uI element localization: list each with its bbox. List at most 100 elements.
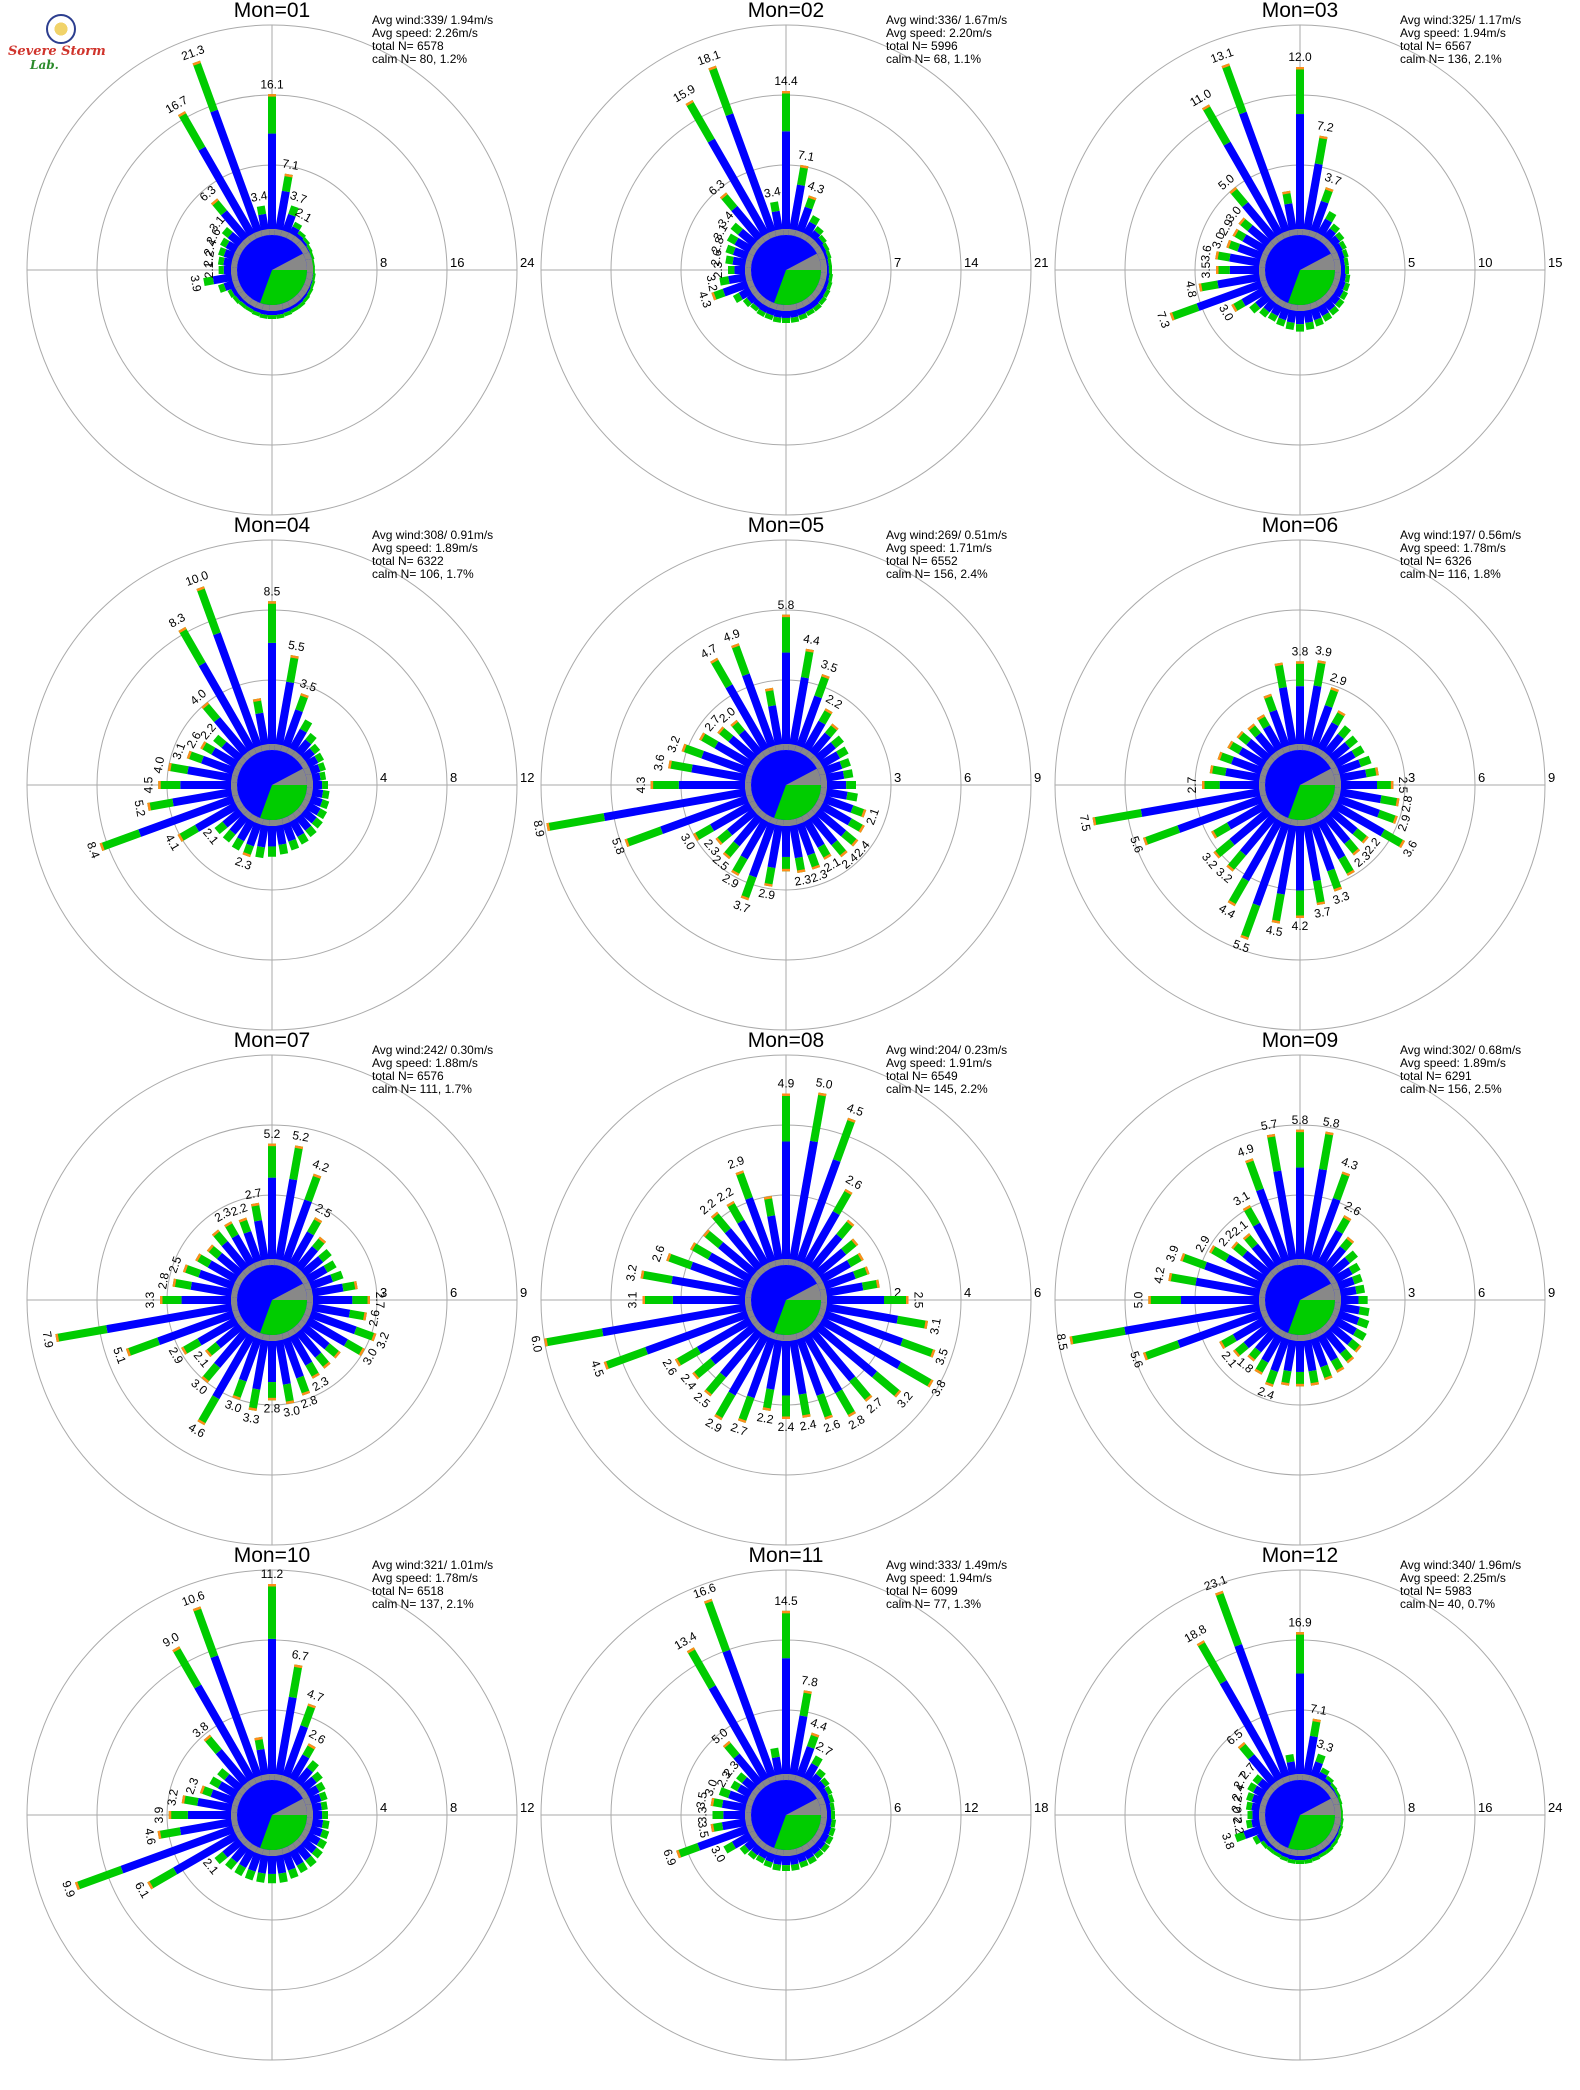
bar-segment-low-speed (243, 1231, 264, 1269)
wind-bar (1302, 818, 1326, 906)
wind-bar (810, 804, 859, 847)
wind-bar (674, 1314, 758, 1367)
bar-segment-low-speed (300, 1314, 348, 1347)
bar-segment-low-speed (1195, 1277, 1267, 1298)
bar-segment-low-speed (788, 818, 803, 859)
bar-segment-high-speed (1296, 1129, 1304, 1133)
bar-segment-mid-speed (1358, 1306, 1370, 1317)
wind-bar (1302, 1848, 1313, 1864)
wind-bar (762, 1333, 784, 1411)
bar-segment-mid-speed (1334, 1832, 1342, 1842)
wind-bar (725, 244, 755, 262)
bar-value-label: 14.5 (774, 1594, 798, 1608)
bar-segment-mid-speed (1330, 1782, 1338, 1791)
bar-segment-low-speed (1225, 1254, 1272, 1286)
bar-segment-high-speed (1316, 901, 1326, 906)
bar-segment-mid-speed (219, 237, 230, 248)
bar-segment-low-speed (723, 1811, 751, 1819)
bar-segment-calm (230, 272, 239, 282)
ring-tick-label: 4 (964, 1285, 971, 1300)
bar-segment-mid-speed (1312, 879, 1326, 906)
bar-segment-mid-speed (1344, 1250, 1358, 1264)
bar-segment-mid-speed (1287, 1858, 1297, 1864)
wind-bar (666, 1253, 755, 1292)
wind-bar (280, 693, 309, 754)
stats-line: Avg wind:340/ 1.96m/s (1400, 1558, 1521, 1572)
bar-segment-high-speed (844, 1188, 853, 1196)
bar-segment-low-speed (733, 809, 767, 847)
wind-bar (172, 1646, 258, 1787)
bar-segment-calm (260, 228, 270, 237)
bar-segment-high-speed (1198, 283, 1203, 292)
bar-segment-mid-speed (763, 1195, 776, 1217)
stats-line: calm N= 137, 2.1% (372, 1597, 474, 1611)
bar-segment-calm (268, 229, 276, 235)
bar-segment-low-speed (805, 809, 838, 846)
bar-segment-high-speed (851, 838, 859, 847)
bar-segment-calm (1333, 1803, 1342, 1813)
bar-segment-low-speed (725, 684, 772, 757)
bar-value-label: 4.9 (1235, 1141, 1256, 1160)
bar-segment-mid-speed (1337, 725, 1352, 739)
calm-sector-green (1288, 1815, 1335, 1850)
wind-bar (1281, 1333, 1298, 1386)
bar-segment-calm (1302, 303, 1312, 312)
bar-segment-high-speed (1216, 266, 1219, 274)
bar-segment-low-speed (1296, 686, 1304, 750)
bar-segment-low-speed (814, 799, 852, 826)
wind-bar (819, 1802, 835, 1813)
chart-title: Mon=04 (234, 514, 311, 537)
ring-tick-label: 12 (520, 1800, 534, 1815)
bar-segment-mid-speed (861, 1279, 880, 1291)
bar-segment-low-speed (1242, 813, 1286, 882)
bar-segment-mid-speed (309, 743, 321, 755)
bar-segment-mid-speed (830, 735, 844, 749)
bar-segment-mid-speed (1329, 305, 1340, 316)
bar-segment-calm (230, 787, 239, 797)
bar-segment-calm (268, 1774, 276, 1780)
bar-value-label: 2.7 (373, 1292, 387, 1309)
bar-segment-mid-speed (316, 1838, 328, 1850)
bar-segment-high-speed (544, 1338, 548, 1347)
bar-segment-mid-speed (674, 1346, 701, 1367)
bar-value-label: 3.3 (1331, 888, 1352, 907)
wind-bar (186, 750, 241, 777)
wind-bar (268, 1584, 276, 1780)
stats-line: Avg speed: 1.78m/s (372, 1571, 478, 1585)
bar-value-label: 3.5 (695, 1820, 712, 1839)
wind-bar (817, 793, 867, 818)
bar-segment-high-speed (178, 626, 187, 634)
bar-segment-mid-speed (203, 276, 215, 286)
wind-bar (280, 205, 299, 239)
bar-segment-high-speed (704, 1598, 713, 1604)
bar-segment-low-speed (788, 1140, 818, 1267)
wind-bar (1215, 251, 1267, 268)
ring-tick-label: 2 (894, 1285, 901, 1300)
bar-segment-mid-speed (1340, 1811, 1343, 1819)
wind-bar (1308, 687, 1339, 754)
bar-segment-mid-speed (790, 1863, 800, 1871)
lab-logo: Severe Storm Lab. (6, 10, 106, 76)
wind-bar (817, 1266, 870, 1292)
wind-bar (268, 305, 276, 319)
bar-segment-high-speed (205, 1349, 213, 1358)
bar-segment-high-speed (125, 1348, 132, 1357)
bar-segment-low-speed (213, 632, 264, 754)
bar-segment-high-speed (294, 1664, 303, 1669)
bar-segment-high-speed (322, 1361, 331, 1369)
bar-segment-mid-speed (1358, 755, 1372, 768)
bar-segment-high-speed (1352, 848, 1361, 856)
bar-value-label: 16.6 (691, 1580, 718, 1601)
bar-segment-low-speed (1229, 253, 1267, 268)
bar-segment-high-speed (546, 822, 551, 832)
bar-segment-high-speed (1202, 781, 1205, 789)
bar-value-label: 3.7 (288, 188, 309, 207)
bar-segment-high-speed (1211, 830, 1218, 839)
bar-segment-high-speed (1390, 781, 1394, 789)
bar-segment-high-speed (206, 1244, 214, 1253)
bar-segment-high-speed (1231, 303, 1238, 312)
wind-bar (719, 272, 753, 286)
bar-segment-mid-speed (311, 258, 315, 267)
bar-segment-low-speed (671, 1275, 753, 1298)
wind-bar (710, 1817, 753, 1833)
